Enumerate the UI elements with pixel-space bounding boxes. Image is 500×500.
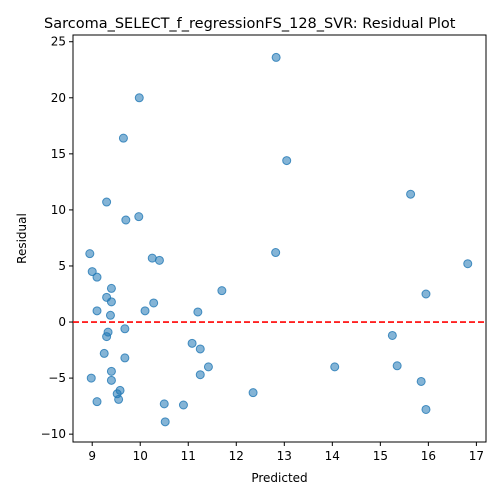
y-tick-label: 5 [58,259,66,273]
data-point [406,189,416,199]
scatter-points [85,52,473,427]
data-point [271,248,281,258]
x-tick-label: 15 [373,449,388,463]
x-tick-label: 16 [421,449,436,463]
data-point [392,361,402,371]
x-tick-label: 13 [277,449,292,463]
data-point [118,133,128,143]
data-point [421,404,431,414]
data-point [463,259,473,269]
data-point [106,297,116,307]
data-point [120,324,130,334]
data-point [121,215,131,225]
x-tick-label: 12 [229,449,244,463]
y-tick-label: 20 [51,91,66,105]
y-tick-label: −10 [41,427,66,441]
data-point [330,362,340,372]
y-tick-label: 10 [51,203,66,217]
x-tick-label: 14 [325,449,340,463]
x-tick-label: 11 [181,449,196,463]
data-point [282,156,292,166]
x-tick-label: 10 [133,449,148,463]
data-point [178,400,188,410]
data-point [106,366,116,376]
data-point [120,353,130,363]
data-point [99,348,109,358]
data-point [105,310,115,320]
data-point [140,306,150,316]
data-point [195,344,205,354]
data-point [416,376,426,386]
y-tick-label: 25 [51,35,66,49]
x-axis-label: Predicted [251,471,307,485]
y-tick-label: −5 [48,371,66,385]
data-point [134,93,144,103]
data-point [193,307,203,317]
data-point [85,249,95,259]
data-point [387,330,397,340]
data-point [102,197,112,207]
data-point [159,399,169,409]
data-point [87,267,97,277]
data-point [149,298,159,308]
data-point [103,327,113,337]
data-point [92,272,102,282]
data-point [154,255,164,265]
x-tick-label: 9 [88,449,96,463]
data-point [106,283,116,293]
data-point [203,362,213,372]
chart-title: Sarcoma_SELECT_f_regressionFS_128_SVR: R… [44,16,456,32]
data-point [92,397,102,407]
data-point [160,417,170,427]
data-point [106,375,116,385]
data-point [195,370,205,380]
data-point [86,373,96,383]
y-axis: −10 −5 0 5 10 15 20 25 [41,35,73,441]
y-tick-label: 15 [51,147,66,161]
y-tick-label: 0 [58,315,66,329]
data-point [217,286,227,296]
data-point [134,212,144,222]
plot-area-frame [72,34,487,443]
data-point [92,306,102,316]
data-point [421,289,431,299]
x-tick-label: 17 [469,449,484,463]
data-point [271,52,281,62]
y-axis-label: Residual [15,213,29,264]
data-point [248,388,258,398]
data-point [187,338,197,348]
data-point [115,385,125,395]
data-point [114,394,124,404]
x-axis: 9 10 11 12 13 14 15 16 17 [88,442,484,463]
